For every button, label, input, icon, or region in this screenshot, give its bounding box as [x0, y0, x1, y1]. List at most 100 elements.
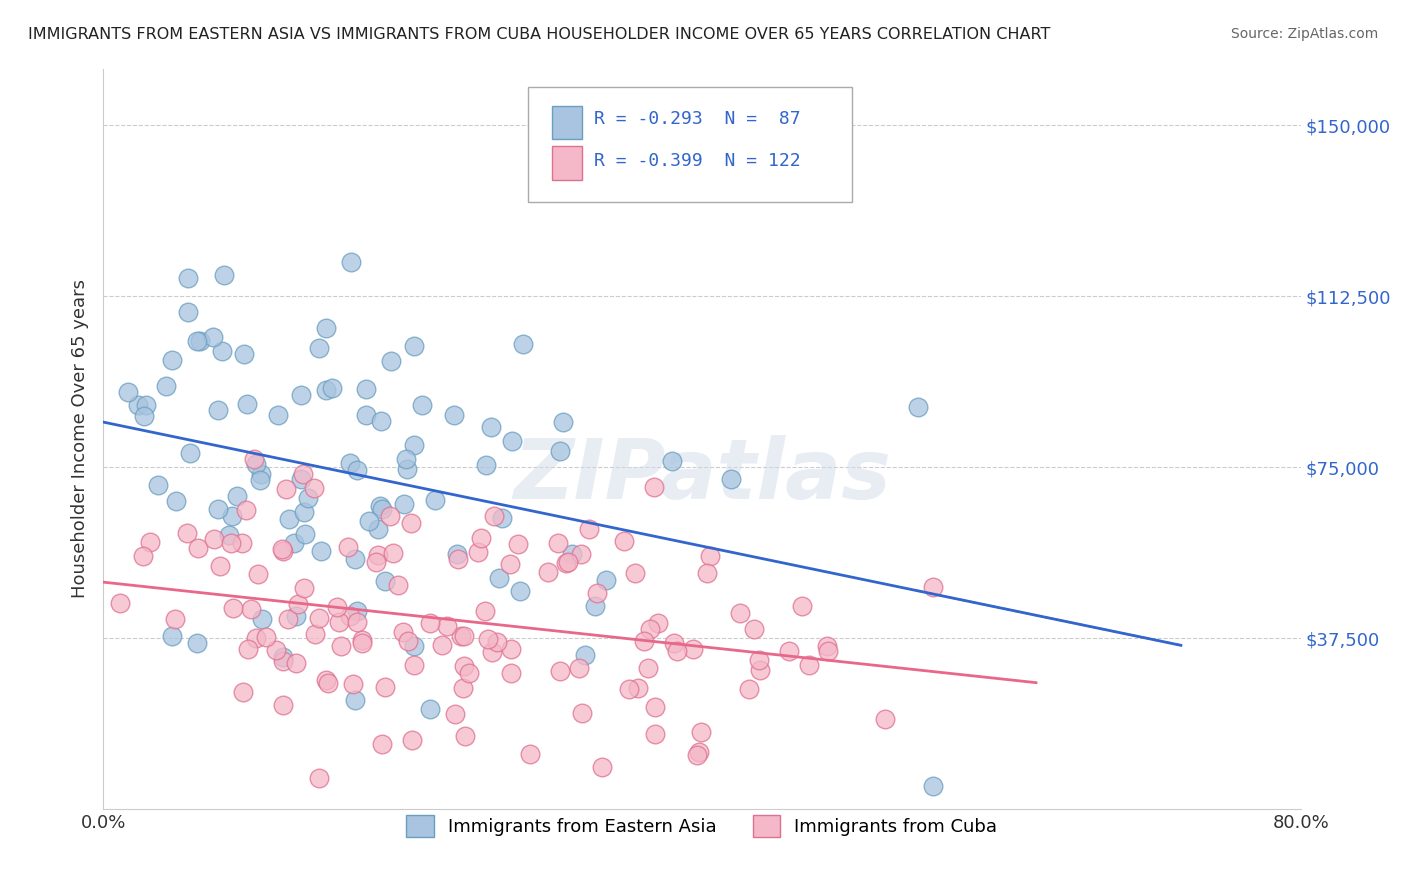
Point — [292, 505, 315, 519]
Point — [315, 673, 337, 687]
Point — [309, 544, 332, 558]
Point — [342, 676, 364, 690]
Point — [548, 443, 571, 458]
Point — [329, 639, 352, 653]
Point — [110, 596, 132, 610]
Point — [221, 508, 243, 523]
Point — [264, 642, 287, 657]
Point — [344, 552, 367, 566]
Point — [547, 535, 569, 549]
Point — [453, 629, 475, 643]
Point — [402, 338, 425, 352]
Point — [454, 729, 477, 743]
Text: R = -0.293  N =  87: R = -0.293 N = 87 — [595, 110, 801, 128]
Point — [451, 681, 474, 695]
Point — [402, 438, 425, 452]
Point — [399, 516, 422, 530]
Point — [638, 623, 661, 637]
Point — [160, 629, 183, 643]
Point — [922, 580, 945, 594]
Point — [291, 467, 314, 481]
Point — [186, 334, 208, 349]
Point — [873, 712, 896, 726]
Point — [337, 540, 360, 554]
FancyBboxPatch shape — [529, 87, 852, 202]
Text: ZIPatlas: ZIPatlas — [513, 435, 891, 516]
Point — [146, 478, 169, 492]
Point — [236, 641, 259, 656]
Point — [328, 615, 350, 629]
Point — [134, 409, 156, 423]
Point — [475, 458, 498, 472]
Point — [647, 615, 669, 630]
Text: Source: ZipAtlas.com: Source: ZipAtlas.com — [1230, 27, 1378, 41]
Point — [501, 665, 523, 680]
Point — [243, 452, 266, 467]
Point — [447, 552, 470, 566]
Point — [271, 650, 294, 665]
Point — [401, 733, 423, 747]
Point — [392, 497, 415, 511]
Point — [574, 648, 596, 662]
Point — [396, 634, 419, 648]
Point — [187, 541, 209, 556]
Point — [277, 612, 299, 626]
Point — [485, 635, 508, 649]
Point — [339, 609, 361, 624]
Point — [509, 583, 531, 598]
Point — [595, 574, 617, 588]
Text: IMMIGRANTS FROM EASTERN ASIA VS IMMIGRANTS FROM CUBA HOUSEHOLDER INCOME OVER 65 : IMMIGRANTS FROM EASTERN ASIA VS IMMIGRAN… — [28, 27, 1050, 42]
Point — [304, 627, 326, 641]
Point — [339, 254, 361, 268]
Point — [591, 760, 613, 774]
Point — [411, 398, 433, 412]
Point — [308, 341, 330, 355]
Point — [557, 555, 579, 569]
Point — [267, 408, 290, 422]
FancyBboxPatch shape — [553, 105, 582, 139]
Point — [304, 481, 326, 495]
Point — [177, 305, 200, 319]
Point — [374, 574, 396, 588]
Point — [239, 602, 262, 616]
Point — [688, 746, 710, 760]
Point — [623, 566, 645, 581]
Point — [165, 494, 187, 508]
Point — [643, 480, 665, 494]
Point — [696, 566, 718, 581]
Point — [208, 558, 231, 573]
Point — [290, 388, 312, 402]
Point — [271, 543, 294, 558]
Point — [370, 414, 392, 428]
Point — [499, 558, 522, 572]
Point — [188, 334, 211, 349]
Point — [467, 545, 489, 559]
Point — [569, 547, 592, 561]
Point — [481, 645, 503, 659]
Point — [235, 397, 257, 411]
Point — [211, 343, 233, 358]
Point — [207, 403, 229, 417]
Point — [815, 639, 838, 653]
Point — [250, 467, 273, 482]
Point — [501, 434, 523, 448]
Point — [778, 643, 800, 657]
Point — [443, 409, 465, 423]
Point — [391, 624, 413, 639]
Point — [179, 446, 201, 460]
Point — [287, 597, 309, 611]
FancyBboxPatch shape — [553, 146, 582, 179]
Point — [346, 604, 368, 618]
Point — [162, 352, 184, 367]
Point — [246, 566, 269, 581]
Point — [685, 747, 707, 762]
Point — [371, 737, 394, 751]
Point — [201, 330, 224, 344]
Point — [792, 599, 814, 614]
Point — [308, 771, 330, 785]
Point — [271, 698, 294, 712]
Point — [316, 675, 339, 690]
Legend: Immigrants from Eastern Asia, Immigrants from Cuba: Immigrants from Eastern Asia, Immigrants… — [399, 808, 1004, 845]
Point — [430, 639, 453, 653]
Point — [207, 501, 229, 516]
